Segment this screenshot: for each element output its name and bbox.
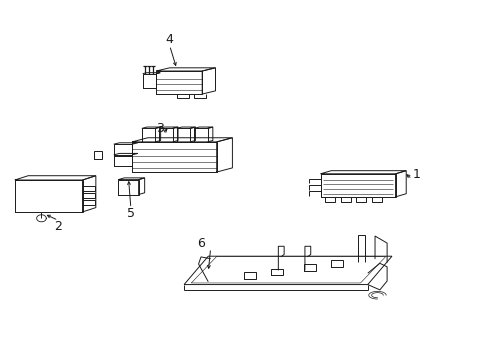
Text: 4: 4 bbox=[165, 33, 173, 46]
Text: 1: 1 bbox=[411, 168, 419, 181]
Text: 2: 2 bbox=[54, 220, 62, 233]
Text: 5: 5 bbox=[126, 207, 135, 220]
Text: 6: 6 bbox=[197, 237, 204, 250]
Text: 3: 3 bbox=[156, 122, 163, 135]
